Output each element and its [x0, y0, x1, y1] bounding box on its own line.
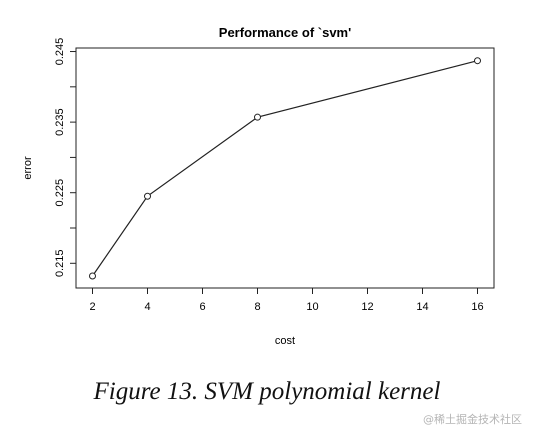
data-point [254, 113, 261, 121]
x-tick-label: 12 [361, 301, 373, 313]
data-point [474, 57, 481, 65]
plot-frame [75, 47, 495, 289]
data-point [144, 192, 151, 200]
x-tick-label: 2 [89, 301, 95, 313]
y-tick-label: 0.245 [54, 38, 66, 66]
data-points [89, 57, 481, 280]
series-line [92, 60, 478, 277]
x-axis-label: cost [275, 335, 295, 347]
x-tick-label: 8 [254, 301, 260, 313]
y-axis: 0.215 0.225 0.235 0.245 [54, 38, 76, 277]
data-point [89, 272, 96, 280]
x-tick-label: 14 [416, 301, 428, 313]
chart: Performance of `svm' 2 4 6 8 10 12 14 16 0.2150… [22, 25, 495, 347]
y-tick-label: 0.215 [54, 250, 66, 278]
x-tick-label: 10 [306, 301, 318, 313]
y-tick-label: 0.235 [54, 108, 66, 136]
y-axis-label: error [22, 156, 34, 180]
figure-caption: Figure 13. SVM polynomial kernel [93, 378, 441, 405]
y-tick-label: 0.225 [54, 179, 66, 207]
x-tick-label: 6 [199, 301, 205, 313]
x-tick-label: 16 [471, 301, 483, 313]
chart-title: Performance of `svm' [219, 25, 351, 40]
x-axis: 2 4 6 8 10 12 14 16 [89, 288, 484, 313]
x-tick-label: 4 [144, 301, 150, 313]
watermark: @稀土掘金技术社区 [423, 413, 522, 426]
